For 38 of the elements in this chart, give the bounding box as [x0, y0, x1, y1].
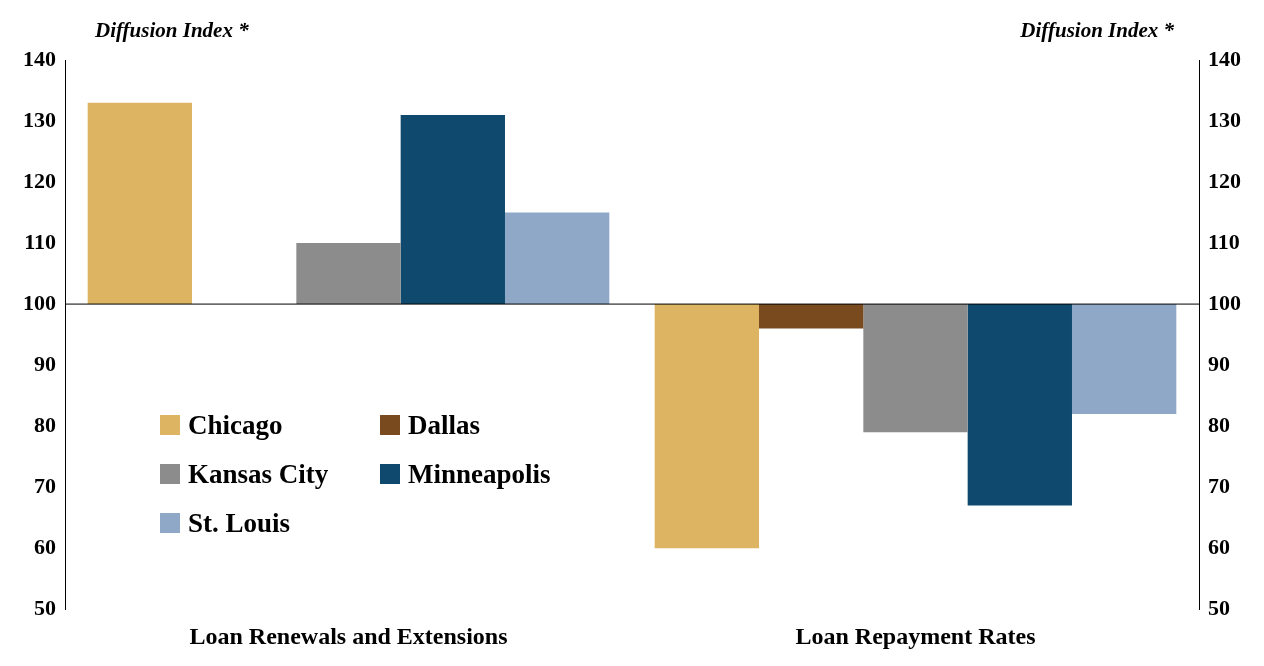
y-tick-label: 100: [23, 289, 56, 315]
y-tick-label: 90: [34, 350, 56, 376]
legend-label: Chicago: [187, 410, 284, 441]
y2-tick-label: 80: [1208, 411, 1230, 437]
y-tick-label: 120: [23, 167, 56, 193]
bar: [654, 304, 760, 549]
y2-axis-title: Diffusion Index *: [1020, 18, 1174, 43]
bar: [1071, 304, 1177, 414]
y2-tick-label: 100: [1208, 289, 1241, 315]
bar: [400, 114, 505, 305]
bar: [87, 102, 193, 305]
y-tick-label: 80: [34, 411, 56, 437]
y2-tick-label: 130: [1208, 106, 1241, 132]
y-tick-label: 140: [23, 45, 56, 71]
bar: [967, 304, 1072, 506]
bar: [504, 212, 610, 305]
y2-tick-label: 60: [1208, 533, 1230, 559]
y-tick-label: 70: [34, 472, 56, 498]
y-tick-label: 110: [24, 228, 56, 254]
legend-label: St. Louis: [187, 508, 292, 539]
y2-tick-label: 140: [1208, 45, 1241, 71]
x-tick-label: Loan Repayment Rates: [795, 622, 1036, 649]
y2-tick-label: 70: [1208, 472, 1230, 498]
y-tick-label: 50: [34, 594, 56, 620]
y-tick-label: 130: [23, 106, 56, 132]
x-tick-label: Loan Renewals and Extensions: [189, 622, 508, 649]
y2-tick-label: 110: [1208, 228, 1240, 254]
y2-tick-label: 90: [1208, 350, 1230, 376]
legend-label: Kansas City: [187, 459, 330, 490]
y-axis-title: Diffusion Index *: [95, 18, 249, 43]
y-tick-label: 60: [34, 533, 56, 559]
y2-tick-label: 50: [1208, 594, 1230, 620]
y2-tick-label: 120: [1208, 167, 1241, 193]
bar: [863, 304, 968, 433]
legend-label: Minneapolis: [407, 459, 552, 490]
legend-label: Dallas: [407, 410, 481, 441]
bar: [296, 243, 401, 305]
bar: [759, 304, 864, 329]
